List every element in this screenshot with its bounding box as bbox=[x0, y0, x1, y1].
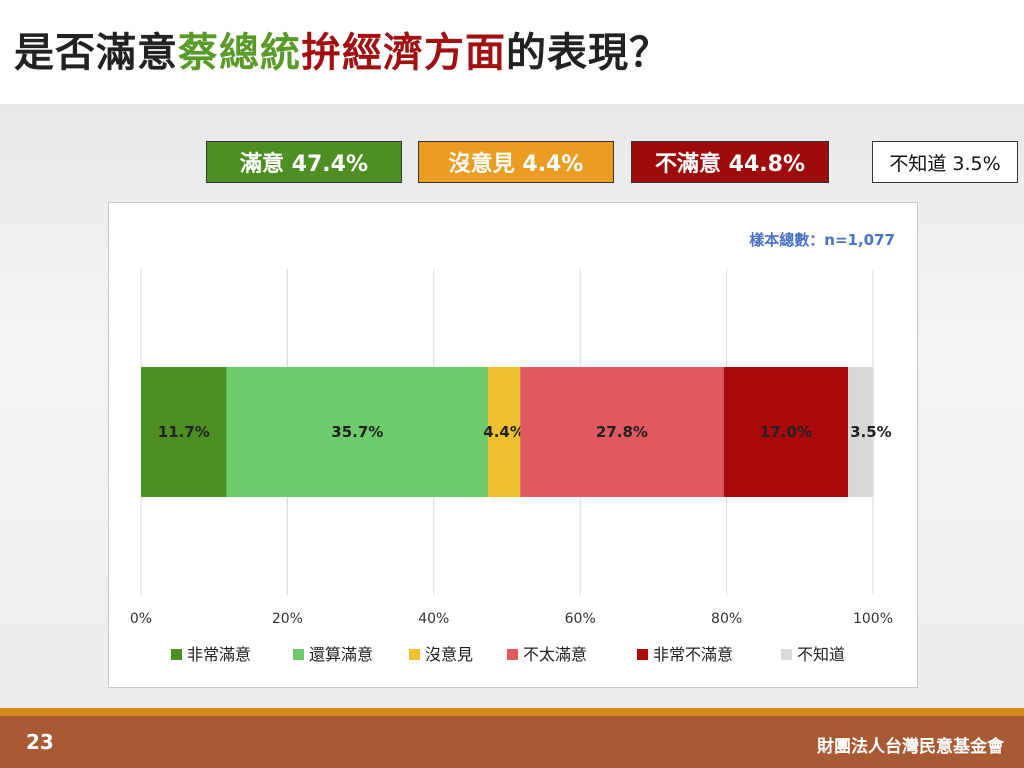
data-label: 27.8% bbox=[596, 423, 648, 441]
data-label: 11.7% bbox=[158, 423, 210, 441]
bar-segment bbox=[848, 367, 874, 497]
bar-segment bbox=[487, 367, 521, 497]
legend-label: 不知道 bbox=[797, 645, 845, 664]
data-label: 4.4% bbox=[483, 423, 525, 441]
page-number: 23 bbox=[26, 730, 54, 754]
title-part-1: 是否滿意 bbox=[14, 30, 178, 76]
sample-size-note: 樣本總數：n=1,077 bbox=[749, 231, 895, 249]
summary-dont-know-box: 不知道 3.5% bbox=[872, 141, 1018, 183]
legend-label: 不太滿意 bbox=[523, 645, 587, 664]
x-tick-label: 100% bbox=[853, 611, 893, 627]
legend-label: 還算滿意 bbox=[309, 645, 373, 664]
footer-accent-line bbox=[0, 708, 1024, 716]
bar-segment bbox=[226, 367, 488, 497]
data-label: 35.7% bbox=[331, 423, 383, 441]
x-tick-label: 60% bbox=[565, 611, 596, 627]
legend-swatch bbox=[507, 649, 518, 660]
legend-label: 非常不滿意 bbox=[653, 645, 733, 664]
legend-swatch bbox=[781, 649, 792, 660]
legend-label: 沒意見 bbox=[425, 645, 473, 664]
x-tick-label: 0% bbox=[130, 611, 152, 627]
legend-swatch bbox=[171, 649, 182, 660]
x-tick-label: 40% bbox=[418, 611, 449, 627]
x-tick-label: 20% bbox=[272, 611, 303, 627]
title-part-2: 蔡總統 bbox=[178, 30, 301, 76]
bar-segment bbox=[141, 367, 227, 497]
bar-segment bbox=[520, 367, 724, 497]
summary-satisfied-box: 滿意 47.4% bbox=[206, 141, 402, 183]
x-tick-label: 80% bbox=[711, 611, 742, 627]
slide-title: 是否滿意蔡總統拚經濟方面的表現？ bbox=[14, 18, 670, 88]
legend-swatch bbox=[293, 649, 304, 660]
data-label: 17.0% bbox=[760, 423, 812, 441]
legend-swatch bbox=[409, 649, 420, 660]
chart-card: 樣本總數：n=1,077 0% 20% 40% 60% 80% 100% 11.7% 35.7%… bbox=[108, 202, 918, 688]
legend-label: 非常滿意 bbox=[187, 645, 251, 664]
stacked-bar-chart: 樣本總數：n=1,077 0% 20% 40% 60% 80% 100% 11.7% 35.7%… bbox=[130, 231, 895, 664]
data-label: 3.5% bbox=[850, 423, 892, 441]
summary-dissatisfied-box: 不滿意 44.8% bbox=[631, 141, 829, 183]
title-part-4: 的表現？ bbox=[506, 30, 670, 76]
footer-bar: 23 財團法人台灣民意基金會 bbox=[0, 716, 1024, 768]
summary-no-opinion-box: 沒意見 4.4% bbox=[418, 141, 614, 183]
organization-name: 財團法人台灣民意基金會 bbox=[817, 737, 1004, 757]
bar-segment bbox=[723, 367, 849, 497]
legend-swatch bbox=[637, 649, 648, 660]
title-part-3: 拚經濟方面 bbox=[301, 30, 506, 76]
